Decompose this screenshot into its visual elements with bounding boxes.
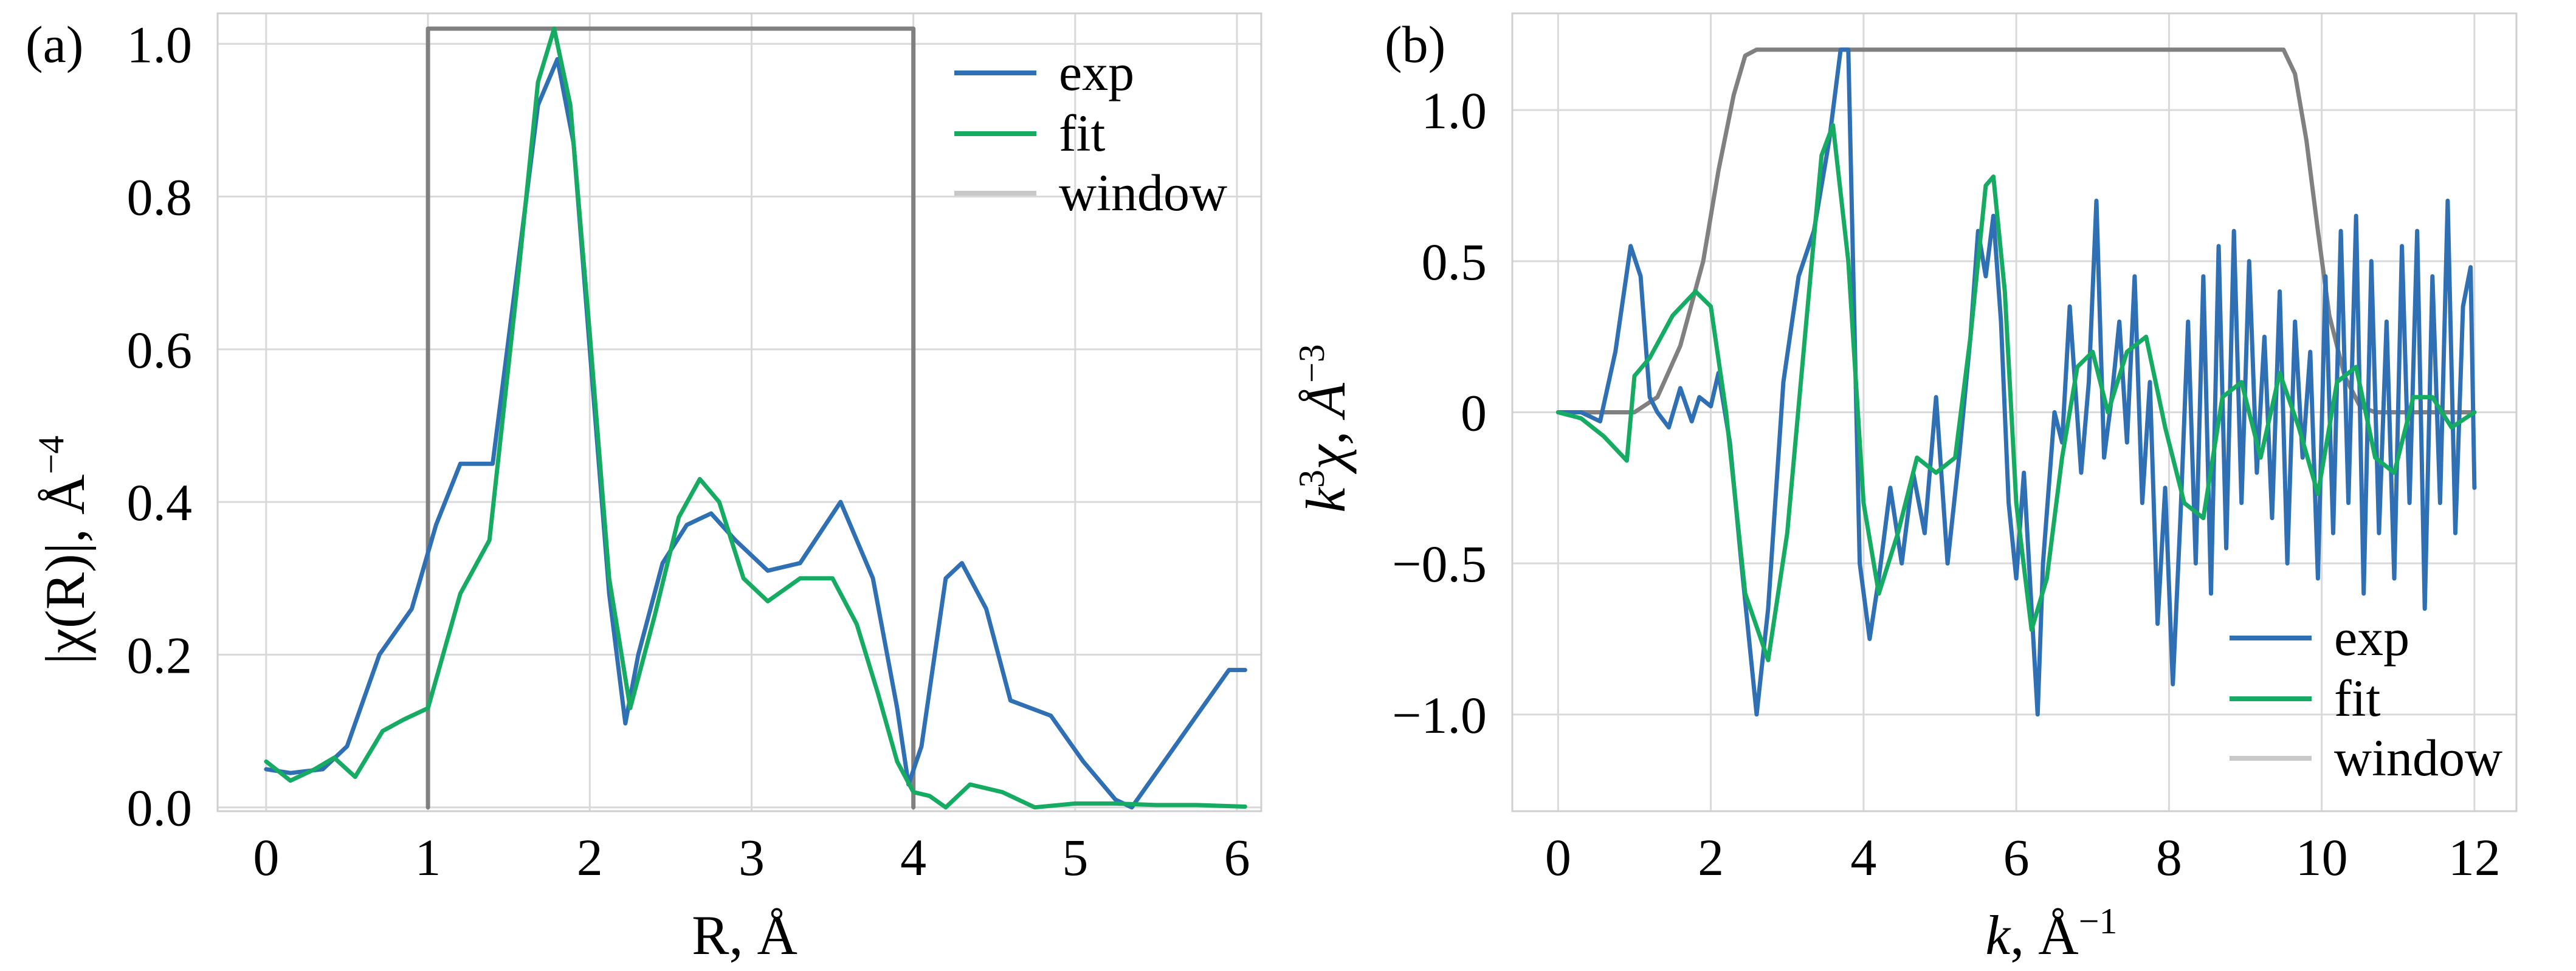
x-tick-label: 2 — [577, 828, 603, 887]
y-axis-label-b-mid: χ, Å — [1295, 382, 1357, 474]
x-tick-label: 3 — [739, 828, 765, 887]
legend-a: exp fit window — [954, 43, 1227, 222]
y-axis-label-a-sup: −4 — [31, 436, 71, 475]
x-axis-label-a: R, Å — [692, 904, 797, 966]
panel-label-b: (b) — [1385, 15, 1445, 74]
x-tick-label: 10 — [2296, 828, 2348, 887]
legend-b-fit-label: fit — [2334, 669, 2381, 727]
y-tick-label: 1.0 — [127, 15, 193, 74]
x-tick-label: 0 — [1545, 828, 1571, 887]
y-axis-label-a: |χ(R)|, Å−4 — [31, 436, 96, 665]
axes-frame-b — [1511, 12, 2518, 812]
legend-b-exp-label: exp — [2334, 608, 2409, 667]
y-tick-label: 1.0 — [1422, 81, 1487, 140]
y-tick-label: −0.5 — [1392, 535, 1487, 593]
y-tick-label: 0.6 — [127, 321, 193, 379]
y-axis-label-b: k3χ, Å−3 — [1292, 344, 1357, 512]
legend-a-exp-label: exp — [1059, 43, 1134, 101]
x-tick-label: 1 — [415, 828, 441, 887]
series-a — [264, 26, 1247, 810]
x-tick-label: 4 — [1850, 828, 1876, 887]
axes-frame-a — [216, 12, 1262, 812]
series-line-window-a — [425, 26, 916, 810]
x-axis-label-b-main: k — [1985, 904, 2011, 966]
x-tick-label: 8 — [2156, 828, 2182, 887]
tick-labels-b: 0 2 4 6 8 10 12 −1.0 −0.5 0 0.5 1.0 — [1392, 81, 2501, 887]
x-tick-label: 5 — [1062, 828, 1088, 887]
series-line-fit-b — [1555, 123, 2477, 662]
series-b — [1555, 47, 2477, 717]
legend-a-fit-label: fit — [1059, 104, 1106, 162]
x-axis-label-b-unit: , Å — [2010, 904, 2078, 966]
legend-b: exp fit window — [2230, 608, 2502, 787]
x-tick-label: 2 — [1698, 828, 1724, 887]
panel-a: (a) 0 1 2 3 4 5 6 0.0 0.2 0.4 0.6 0.8 1.0 R, Å |χ(R)… — [26, 12, 1262, 966]
y-tick-label: 0.8 — [127, 168, 193, 227]
series-line-exp-a — [264, 57, 1247, 810]
y-axis-label-b-sup2: −3 — [1292, 344, 1332, 383]
y-tick-label: −1.0 — [1392, 686, 1487, 744]
tick-labels-a: 0 1 2 3 4 5 6 0.0 0.2 0.4 0.6 0.8 1.0 — [127, 15, 1250, 887]
x-tick-label: 4 — [900, 828, 926, 887]
y-tick-label: 0.2 — [127, 626, 193, 684]
x-axis-label-b: k, Å−1 — [1985, 901, 2117, 966]
y-axis-label-b-sup1: 3 — [1292, 470, 1332, 488]
x-tick-label: 6 — [1224, 828, 1250, 887]
y-axis-label-b-main: k — [1295, 487, 1357, 513]
x-tick-label: 0 — [253, 828, 279, 887]
series-line-window-b — [1555, 47, 2477, 414]
y-tick-label: 0.5 — [1422, 233, 1487, 291]
y-tick-label: 0 — [1461, 384, 1487, 442]
y-axis-label-a-main: |χ(R)|, Å — [34, 475, 96, 665]
panel-label-a: (a) — [26, 15, 83, 74]
panel-b: (b) 0 2 4 6 8 10 12−1.0−0.500.51.0 k, Å−1 k3χ,… — [1292, 12, 2518, 966]
legend-a-window-label: window — [1059, 163, 1227, 222]
y-tick-label: 0.0 — [127, 779, 193, 837]
x-tick-label: 12 — [2448, 828, 2501, 887]
series-line-fit-a — [264, 26, 1247, 810]
legend-b-window-label: window — [2334, 729, 2502, 787]
y-tick-label: 0.4 — [127, 473, 193, 532]
x-tick-label: 6 — [2003, 828, 2030, 887]
x-axis-label-b-sup: −1 — [2079, 901, 2118, 941]
